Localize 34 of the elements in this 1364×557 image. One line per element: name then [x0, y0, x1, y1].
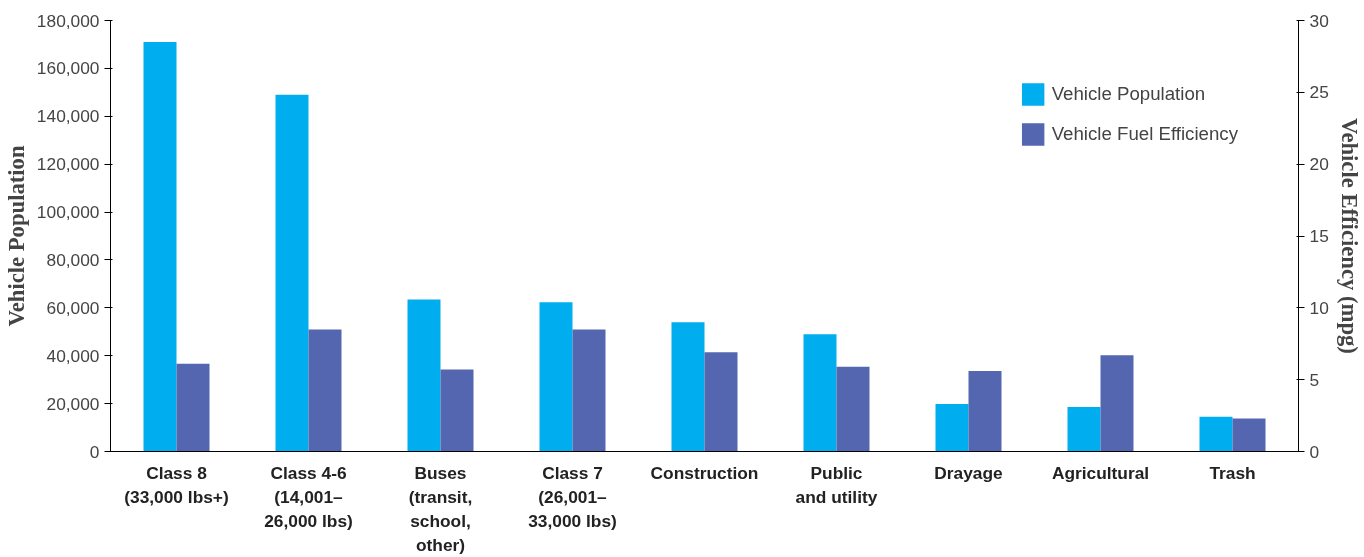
y-tick-label: 140,000: [36, 106, 100, 127]
y-axis-title: Vehicle Population: [3, 145, 29, 327]
x-tick-label: Drayage: [934, 462, 1004, 483]
y2-tick-label: 5: [1309, 369, 1320, 390]
bar: [1100, 355, 1134, 452]
x-tick-label: Public and utility: [795, 462, 878, 507]
bar: [275, 94, 309, 452]
y2-tick-label: 25: [1309, 82, 1329, 103]
y2-tick-label: 20: [1309, 154, 1329, 175]
y-tick-label: 0: [89, 441, 100, 462]
bar: [143, 42, 177, 452]
y-tick-label: 100,000: [36, 202, 100, 223]
y-tick-label: 180,000: [36, 10, 100, 31]
y-tick-label: 120,000: [36, 154, 100, 175]
y2-tick-label: 15: [1309, 226, 1329, 246]
x-tick-label: Buses (transit, school, other): [408, 462, 473, 555]
y-tick-label: 40,000: [46, 345, 100, 366]
legend-label: Vehicle Population: [1051, 83, 1206, 105]
x-tick-label: Class 4-6 (14,001– 26,000 lbs): [264, 462, 353, 531]
x-tick-label: Class 7 (26,001– 33,000 lbs): [528, 462, 617, 531]
legend-label: Vehicle Fuel Efficiency: [1051, 123, 1238, 145]
x-tick-label: Construction: [650, 462, 759, 483]
x-tick-label: Agricultural: [1051, 462, 1150, 483]
y-tick-label: 80,000: [46, 249, 100, 270]
y-tick-label: 20,000: [46, 393, 100, 414]
x-tick-label: Trash: [1209, 462, 1256, 483]
y2-tick-label: 0: [1309, 441, 1320, 462]
y-tick-label: 60,000: [46, 297, 100, 318]
y2-axis-title: Vehicle Efficiency (mpg): [1336, 118, 1362, 354]
y-tick-label: 160,000: [36, 58, 100, 79]
y2-tick-label: 10: [1309, 297, 1329, 318]
x-tick-label: Class 8 (33,000 lbs+): [124, 462, 229, 507]
y2-tick-label: 30: [1309, 10, 1329, 31]
bar: [176, 363, 210, 452]
